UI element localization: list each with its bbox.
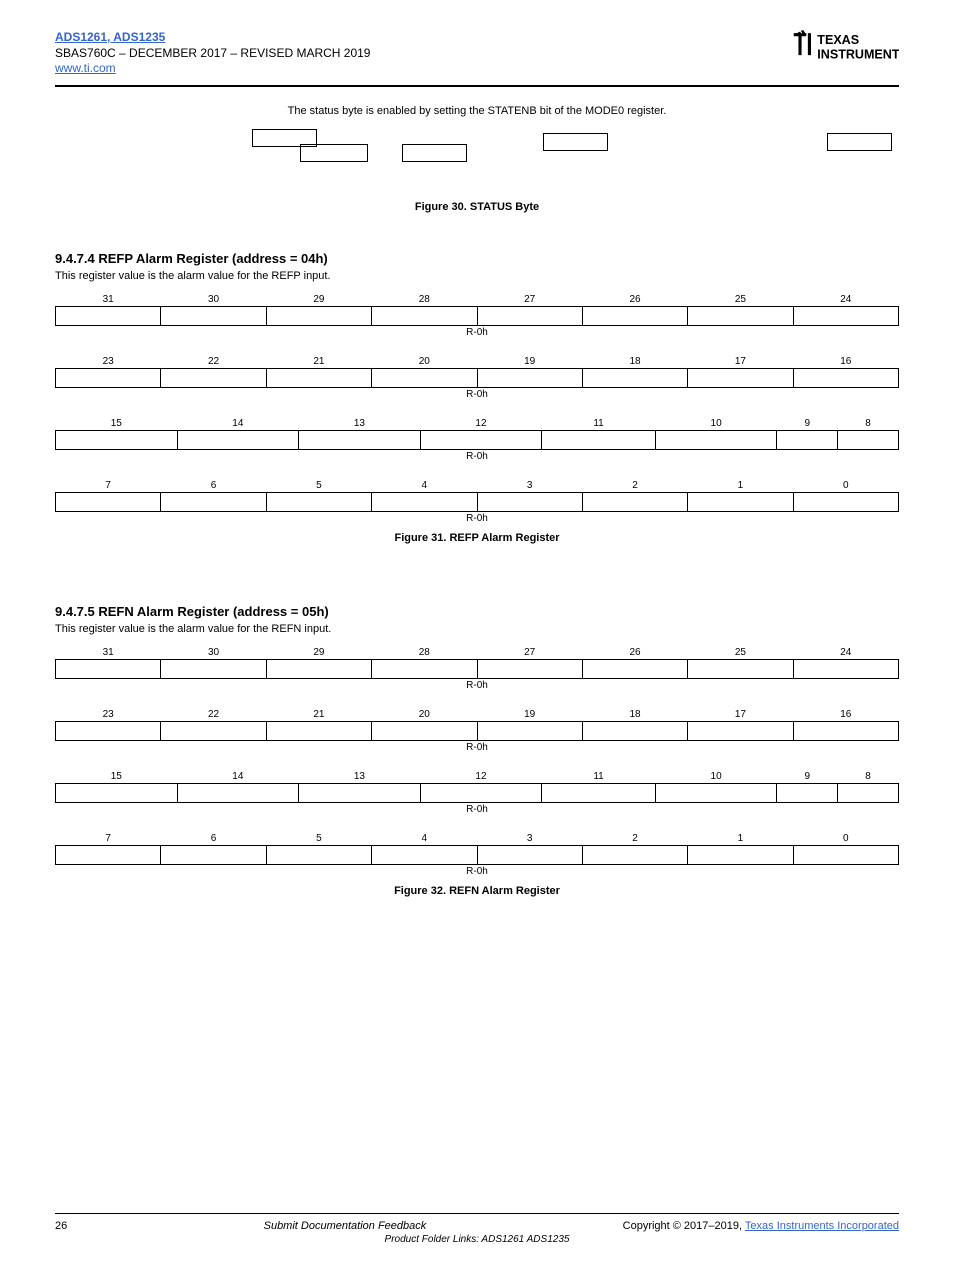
figure-30: [55, 129, 899, 189]
figure-32-caption: Figure 32. REFN Alarm Register: [55, 885, 899, 897]
doc-rev: SBAS760C – DECEMBER 2017 – REVISED MARCH…: [55, 46, 370, 62]
logo-text-1: TEXAS: [817, 33, 859, 47]
refn-bits-7-0: 76543210 R-0h: [55, 831, 899, 879]
status-text: The status byte is enabled by setting th…: [55, 105, 899, 117]
ti-logo: TEXAS INSTRUMENTS: [789, 30, 899, 73]
refp-title: 9.4.7.4 REFP Alarm Register (address = 0…: [55, 251, 899, 266]
page-header: ADS1261, ADS1235 SBAS760C – DECEMBER 201…: [55, 30, 899, 77]
dout-box-1: [543, 133, 608, 151]
refn-title: 9.4.7.5 REFN Alarm Register (address = 0…: [55, 604, 899, 619]
header-rule: [55, 85, 899, 87]
logo-text-2: INSTRUMENTS: [817, 47, 899, 61]
dout-box-2: [827, 133, 892, 151]
refp-bits-23-16: 2322212019181716 R-0h: [55, 354, 899, 402]
page-footer: 26 Submit Documentation Feedback Copyrig…: [55, 1214, 899, 1232]
refn-sub: This register value is the alarm value f…: [55, 623, 899, 635]
part-link[interactable]: ADS1261, ADS1235: [55, 30, 165, 44]
figure-31-caption: Figure 31. REFP Alarm Register: [55, 532, 899, 544]
site-link[interactable]: www.ti.com: [55, 61, 116, 75]
refp-bits-31-24: 3130292827262524 R-0h: [55, 292, 899, 340]
figure-30-caption: Figure 30. STATUS Byte: [55, 201, 899, 213]
refn-bits-31-24: 3130292827262524 R-0h: [55, 645, 899, 693]
page: ADS1261, ADS1235 SBAS760C – DECEMBER 201…: [0, 0, 954, 1265]
conv-data-box: [300, 144, 368, 162]
page-number: 26: [55, 1220, 67, 1232]
refn-bits-15-8: 15141312111098 R-0h: [55, 769, 899, 817]
refp-sub: This register value is the alarm value f…: [55, 270, 899, 282]
header-left: ADS1261, ADS1235 SBAS760C – DECEMBER 201…: [55, 30, 370, 77]
ti-link[interactable]: Texas Instruments Incorporated: [745, 1220, 899, 1232]
crc-box: [402, 144, 467, 162]
refn-bits-23-16: 2322212019181716 R-0h: [55, 707, 899, 755]
copyright: Copyright © 2017–2019, Texas Instruments…: [623, 1220, 899, 1232]
refp-bits-7-0: 76543210 R-0h: [55, 478, 899, 526]
feedback-link[interactable]: Submit Documentation Feedback: [67, 1220, 622, 1232]
refp-bits-15-8: 15141312111098 R-0h: [55, 416, 899, 464]
footer-sub: Product Folder Links: ADS1261 ADS1235: [55, 1234, 899, 1245]
